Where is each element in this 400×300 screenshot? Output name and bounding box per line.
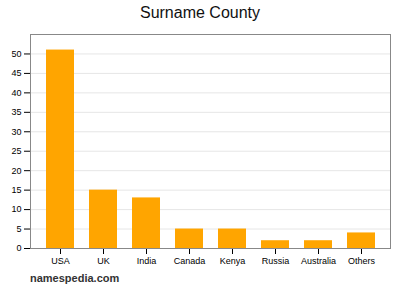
svg-text:35: 35 — [11, 107, 21, 117]
svg-text:20: 20 — [11, 166, 21, 176]
svg-text:UK: UK — [97, 256, 110, 266]
svg-text:40: 40 — [11, 88, 21, 98]
svg-text:Others: Others — [348, 256, 376, 266]
svg-text:Canada: Canada — [174, 256, 206, 266]
svg-text:10: 10 — [11, 204, 21, 214]
svg-text:25: 25 — [11, 146, 21, 156]
svg-text:India: India — [137, 256, 157, 266]
svg-text:Russia: Russia — [262, 256, 290, 266]
svg-text:15: 15 — [11, 185, 21, 195]
svg-text:Australia: Australia — [301, 256, 336, 266]
html-text:namespedia.com: namespedia.com — [30, 272, 120, 284]
svg-text:5: 5 — [16, 224, 21, 234]
svg-text:30: 30 — [11, 127, 21, 137]
svg-text:0: 0 — [16, 243, 21, 253]
svg-text:USA: USA — [51, 256, 70, 266]
svg-text:Kenya: Kenya — [220, 256, 246, 266]
svg-text:45: 45 — [11, 68, 21, 78]
html-text:Surname County: Surname County — [140, 4, 260, 21]
svg-text:50: 50 — [11, 49, 21, 59]
